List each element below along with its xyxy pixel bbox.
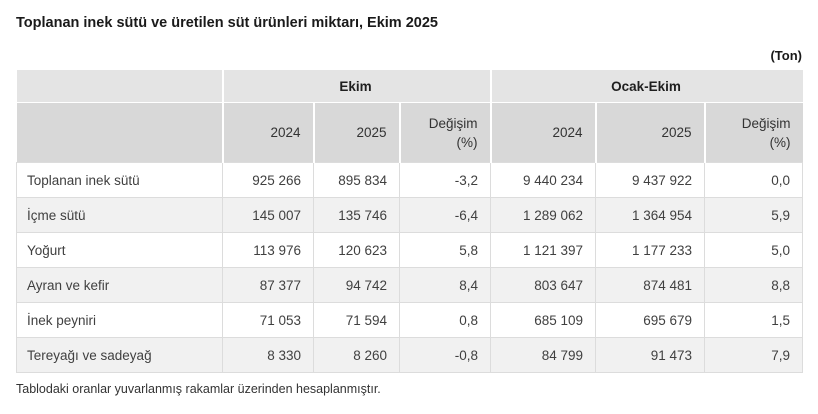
- column-group-row: Ekim Ocak-Ekim: [16, 70, 803, 103]
- cell-ekim-2024: 87 377: [222, 267, 314, 303]
- col-header-ekim-2025: 2025: [312, 102, 400, 163]
- table-row-ayran-ve-kefir: Ayran ve kefir 87 377 94 742 8,4 803 647…: [16, 267, 804, 303]
- cell-ekim-2024: 113 976: [222, 232, 314, 268]
- cell-ocak-change: 5,0: [704, 232, 804, 268]
- cell-ekim-change: -6,4: [398, 197, 492, 233]
- cell-ekim-2025: 135 746: [313, 197, 400, 233]
- col-header-ekim-change: Değişim (%): [398, 102, 491, 163]
- row-label: İçme sütü: [16, 197, 223, 233]
- table-row-inek-peyniri: İnek peyniri 71 053 71 594 0,8 685 109 6…: [16, 302, 804, 338]
- cell-ekim-change: 8,4: [398, 267, 492, 303]
- page-title: Toplanan inek sütü ve üretilen süt ürünl…: [16, 15, 438, 31]
- change-label-line1: Değişim: [428, 115, 478, 131]
- change-label-line2: (%): [456, 134, 478, 150]
- cell-ekim-change: -0,8: [398, 337, 492, 373]
- col-header-ocak-2025: 2025: [594, 102, 705, 163]
- col-header-ocak-2024: 2024: [489, 102, 596, 163]
- cell-ocak-2024: 685 109: [490, 302, 597, 338]
- cell-ocak-change: 0,0: [704, 162, 804, 198]
- cell-ocak-2024: 803 647: [490, 267, 597, 303]
- cell-ocak-change: 1,5: [704, 302, 804, 338]
- cell-ekim-change: 5,8: [398, 232, 492, 268]
- cell-ocak-2025: 695 679: [595, 302, 706, 338]
- cell-ocak-2024: 1 289 062: [490, 197, 597, 233]
- cell-ekim-change: -3,2: [398, 162, 492, 198]
- cell-ocak-change: 7,9: [704, 337, 804, 373]
- cell-ocak-2025: 1 177 233: [595, 232, 706, 268]
- cell-ekim-change: 0,8: [398, 302, 492, 338]
- cell-ocak-2025: 874 481: [595, 267, 706, 303]
- cell-ocak-2025: 9 437 922: [595, 162, 706, 198]
- table-row-icme-sutu: İçme sütü 145 007 135 746 -6,4 1 289 062…: [16, 197, 804, 233]
- cell-ekim-2025: 94 742: [313, 267, 400, 303]
- table-row-tereyagi-ve-sadeyag: Tereyağı ve sadeyağ 8 330 8 260 -0,8 84 …: [16, 337, 804, 373]
- cell-ocak-change: 8,8: [704, 267, 804, 303]
- cell-ekim-2025: 8 260: [313, 337, 400, 373]
- group-header-ekim: Ekim: [221, 70, 491, 103]
- cell-ocak-change: 5,9: [704, 197, 804, 233]
- table-row-toplanan-inek-sutu: Toplanan inek sütü 925 266 895 834 -3,2 …: [16, 162, 804, 198]
- table-row-yogurt: Yoğurt 113 976 120 623 5,8 1 121 397 1 1…: [16, 232, 804, 268]
- cell-ekim-2025: 71 594: [313, 302, 400, 338]
- col-header-ekim-2024: 2024: [221, 102, 314, 163]
- cell-ekim-2024: 925 266: [222, 162, 314, 198]
- cell-ekim-2024: 71 053: [222, 302, 314, 338]
- cell-ocak-2024: 84 799: [490, 337, 597, 373]
- cell-ocak-2025: 91 473: [595, 337, 706, 373]
- change-label-line2: (%): [769, 134, 791, 150]
- row-label: İnek peyniri: [16, 302, 223, 338]
- column-header-row: 2024 2025 Değişim (%) 2024 2025 Değişim (%…: [16, 102, 803, 163]
- cell-ocak-2024: 9 440 234: [490, 162, 597, 198]
- row-label: Toplanan inek sütü: [16, 162, 223, 198]
- cell-ocak-2025: 1 364 954: [595, 197, 706, 233]
- table-header: Ekim Ocak-Ekim 2024 2025 Değişim (%) 2024…: [16, 70, 803, 163]
- table-body: Toplanan inek sütü 925 266 895 834 -3,2 …: [16, 162, 804, 373]
- table-footnote: Tablodaki oranlar yuvarlanmış rakamlar ü…: [16, 382, 381, 396]
- cell-ekim-2024: 8 330: [222, 337, 314, 373]
- corner-blank-cell: [16, 70, 223, 103]
- row-label: Tereyağı ve sadeyağ: [16, 337, 223, 373]
- unit-label: (Ton): [770, 48, 802, 63]
- label-column-header: [16, 102, 223, 163]
- milk-products-table: Ekim Ocak-Ekim 2024 2025 Değişim (%) 2024…: [16, 70, 804, 373]
- cell-ekim-2024: 145 007: [222, 197, 314, 233]
- cell-ocak-2024: 1 121 397: [490, 232, 597, 268]
- group-header-ocak-ekim: Ocak-Ekim: [489, 70, 803, 103]
- col-header-ocak-change: Değişim (%): [703, 102, 803, 163]
- cell-ekim-2025: 120 623: [313, 232, 400, 268]
- row-label: Ayran ve kefir: [16, 267, 223, 303]
- row-label: Yoğurt: [16, 232, 223, 268]
- change-label-line1: Değişim: [741, 115, 791, 131]
- cell-ekim-2025: 895 834: [313, 162, 400, 198]
